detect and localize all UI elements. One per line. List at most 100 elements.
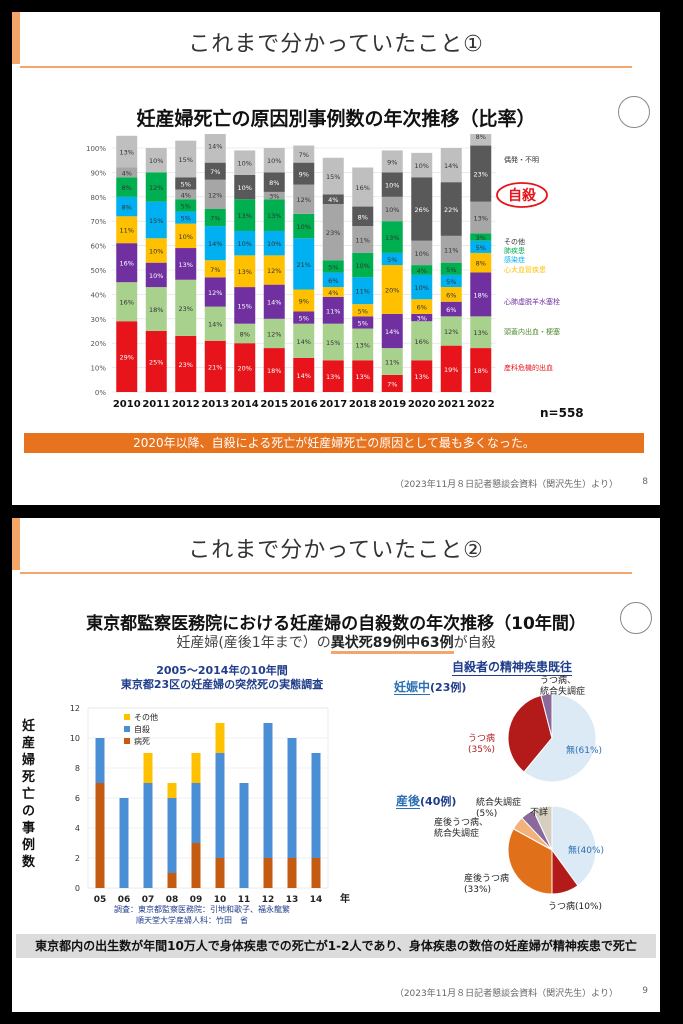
data-label: 16% [120, 299, 134, 307]
bar-segment [167, 873, 177, 888]
y-tick-label: 50% [90, 267, 106, 275]
bar-segment [145, 238, 167, 263]
data-label: 13% [179, 261, 193, 269]
postpartum-label: 産後(40例) [396, 792, 456, 809]
data-label: 8% [240, 330, 250, 338]
data-label: 18% [149, 306, 163, 314]
header-accent [12, 518, 20, 570]
bar-segment [119, 798, 129, 888]
x-tick-label: 06 [118, 895, 131, 905]
bar-segment [311, 753, 321, 858]
bar-segment [411, 152, 433, 178]
pie2-label-none: 無(40%) [568, 846, 605, 856]
data-label: 15% [149, 217, 163, 225]
bar-segment [175, 248, 197, 280]
data-label: 23% [179, 305, 193, 313]
legend-swatch [124, 714, 130, 720]
pie2-label-pp-combo: 産後うつ病、 統合失調症 [434, 818, 488, 840]
data-label: 8% [476, 260, 486, 268]
y-tick-label: 6 [75, 794, 80, 803]
bar-segment [352, 304, 374, 317]
bar-segment [322, 157, 344, 195]
x-tick-label: 2011 [142, 399, 170, 410]
data-label: 14% [297, 372, 311, 380]
data-label: 20% [238, 365, 252, 373]
slide-2-subtitle: 妊産婦(産後1年まで）の異状死89例中63例が自殺 [12, 632, 660, 654]
data-label: 5% [446, 266, 456, 274]
data-label: 14% [267, 299, 281, 307]
subtitle-highlight: 異状死89例中63例 [330, 635, 454, 654]
stacked-percent-chart: 0% 10% 20% 30% 40% 50% 60% 70% 80% 90% 100% 29% 16% 1… [86, 134, 560, 410]
data-label: 10% [149, 272, 163, 280]
data-label: 13% [238, 212, 252, 220]
x-tick-label: 2019 [378, 399, 406, 410]
pie-section-title: 自殺者の精神疾患既往 [452, 660, 573, 676]
bar-segment [191, 753, 201, 783]
bar-segment [470, 240, 492, 253]
bar-segment [234, 174, 256, 200]
data-label: 12% [297, 196, 311, 204]
data-label: 18% [474, 367, 488, 375]
bar-segment [470, 348, 492, 392]
bar-segment [263, 199, 285, 231]
legend-label: 偶発・不明 [504, 155, 539, 164]
bar-segment [263, 284, 285, 319]
bar-segment [440, 316, 462, 346]
bar-segment [440, 274, 462, 288]
bar-segment [440, 287, 462, 302]
y-tick-label: 2 [75, 854, 80, 863]
bar-segment [215, 753, 225, 858]
data-label: 14% [385, 328, 399, 336]
bar-segment [175, 279, 197, 336]
slide-1: これまで分かっていたこと① 妊産婦死亡の原因別事例数の年次推移（比率） 0% 10… [12, 12, 660, 505]
bar-segment [95, 783, 105, 888]
bar-segment [234, 255, 256, 288]
page-number: 9 [642, 986, 648, 996]
bar-segment [215, 858, 225, 888]
bar-segment [381, 172, 403, 197]
legend-label: その他 [504, 237, 525, 246]
bar-segment [440, 301, 462, 317]
data-label: 3% [417, 315, 427, 323]
y-tick-label: 10% [90, 365, 106, 373]
data-label: 8% [122, 204, 132, 212]
bar-segment [234, 343, 256, 392]
data-label: 6% [328, 277, 338, 285]
header-rule [20, 66, 632, 68]
data-label: 13% [120, 149, 134, 157]
pie-slice [540, 693, 553, 739]
pie2-label-schizo-2: (5%) [476, 809, 498, 819]
footer-source: （2023年11月８日記者懇談会資料（関沢先生）より） [394, 480, 618, 490]
data-label: 13% [326, 373, 340, 381]
data-label: 11% [356, 237, 370, 245]
data-label: 5% [476, 244, 486, 252]
x-tick-label: 2016 [290, 399, 318, 410]
pie2-label-unknown: 不詳 [530, 808, 549, 818]
bar-segment [352, 328, 374, 361]
bar-segment [352, 360, 374, 392]
bar-segment [175, 211, 197, 224]
bar-segment [116, 216, 138, 244]
y-tick-label: 0% [95, 389, 106, 397]
bar-segment [381, 313, 403, 349]
bar-segment [287, 858, 297, 888]
bar-segment [167, 798, 177, 873]
y-tick-label: 80% [90, 194, 106, 202]
header-accent [12, 12, 20, 64]
emblem-icon [618, 96, 650, 128]
legend-swatch [124, 726, 130, 732]
data-label: 8% [358, 213, 368, 221]
data-label: 10% [179, 233, 193, 241]
bar-segment [234, 323, 256, 344]
conclusion-banner: 2020年以降、自殺による死亡が妊産婦死亡の原因として最も多くなった。 [24, 433, 644, 453]
data-label: 12% [208, 191, 222, 199]
bar-segment [440, 345, 462, 392]
data-label: 5% [181, 215, 191, 223]
bar-segment [322, 296, 344, 324]
y-tick-label: 10 [70, 734, 80, 743]
data-label: 4% [328, 289, 338, 297]
data-label: 8% [269, 179, 279, 187]
bar-segment [204, 162, 226, 180]
data-label: 9% [299, 298, 309, 306]
data-label: 21% [208, 363, 222, 371]
